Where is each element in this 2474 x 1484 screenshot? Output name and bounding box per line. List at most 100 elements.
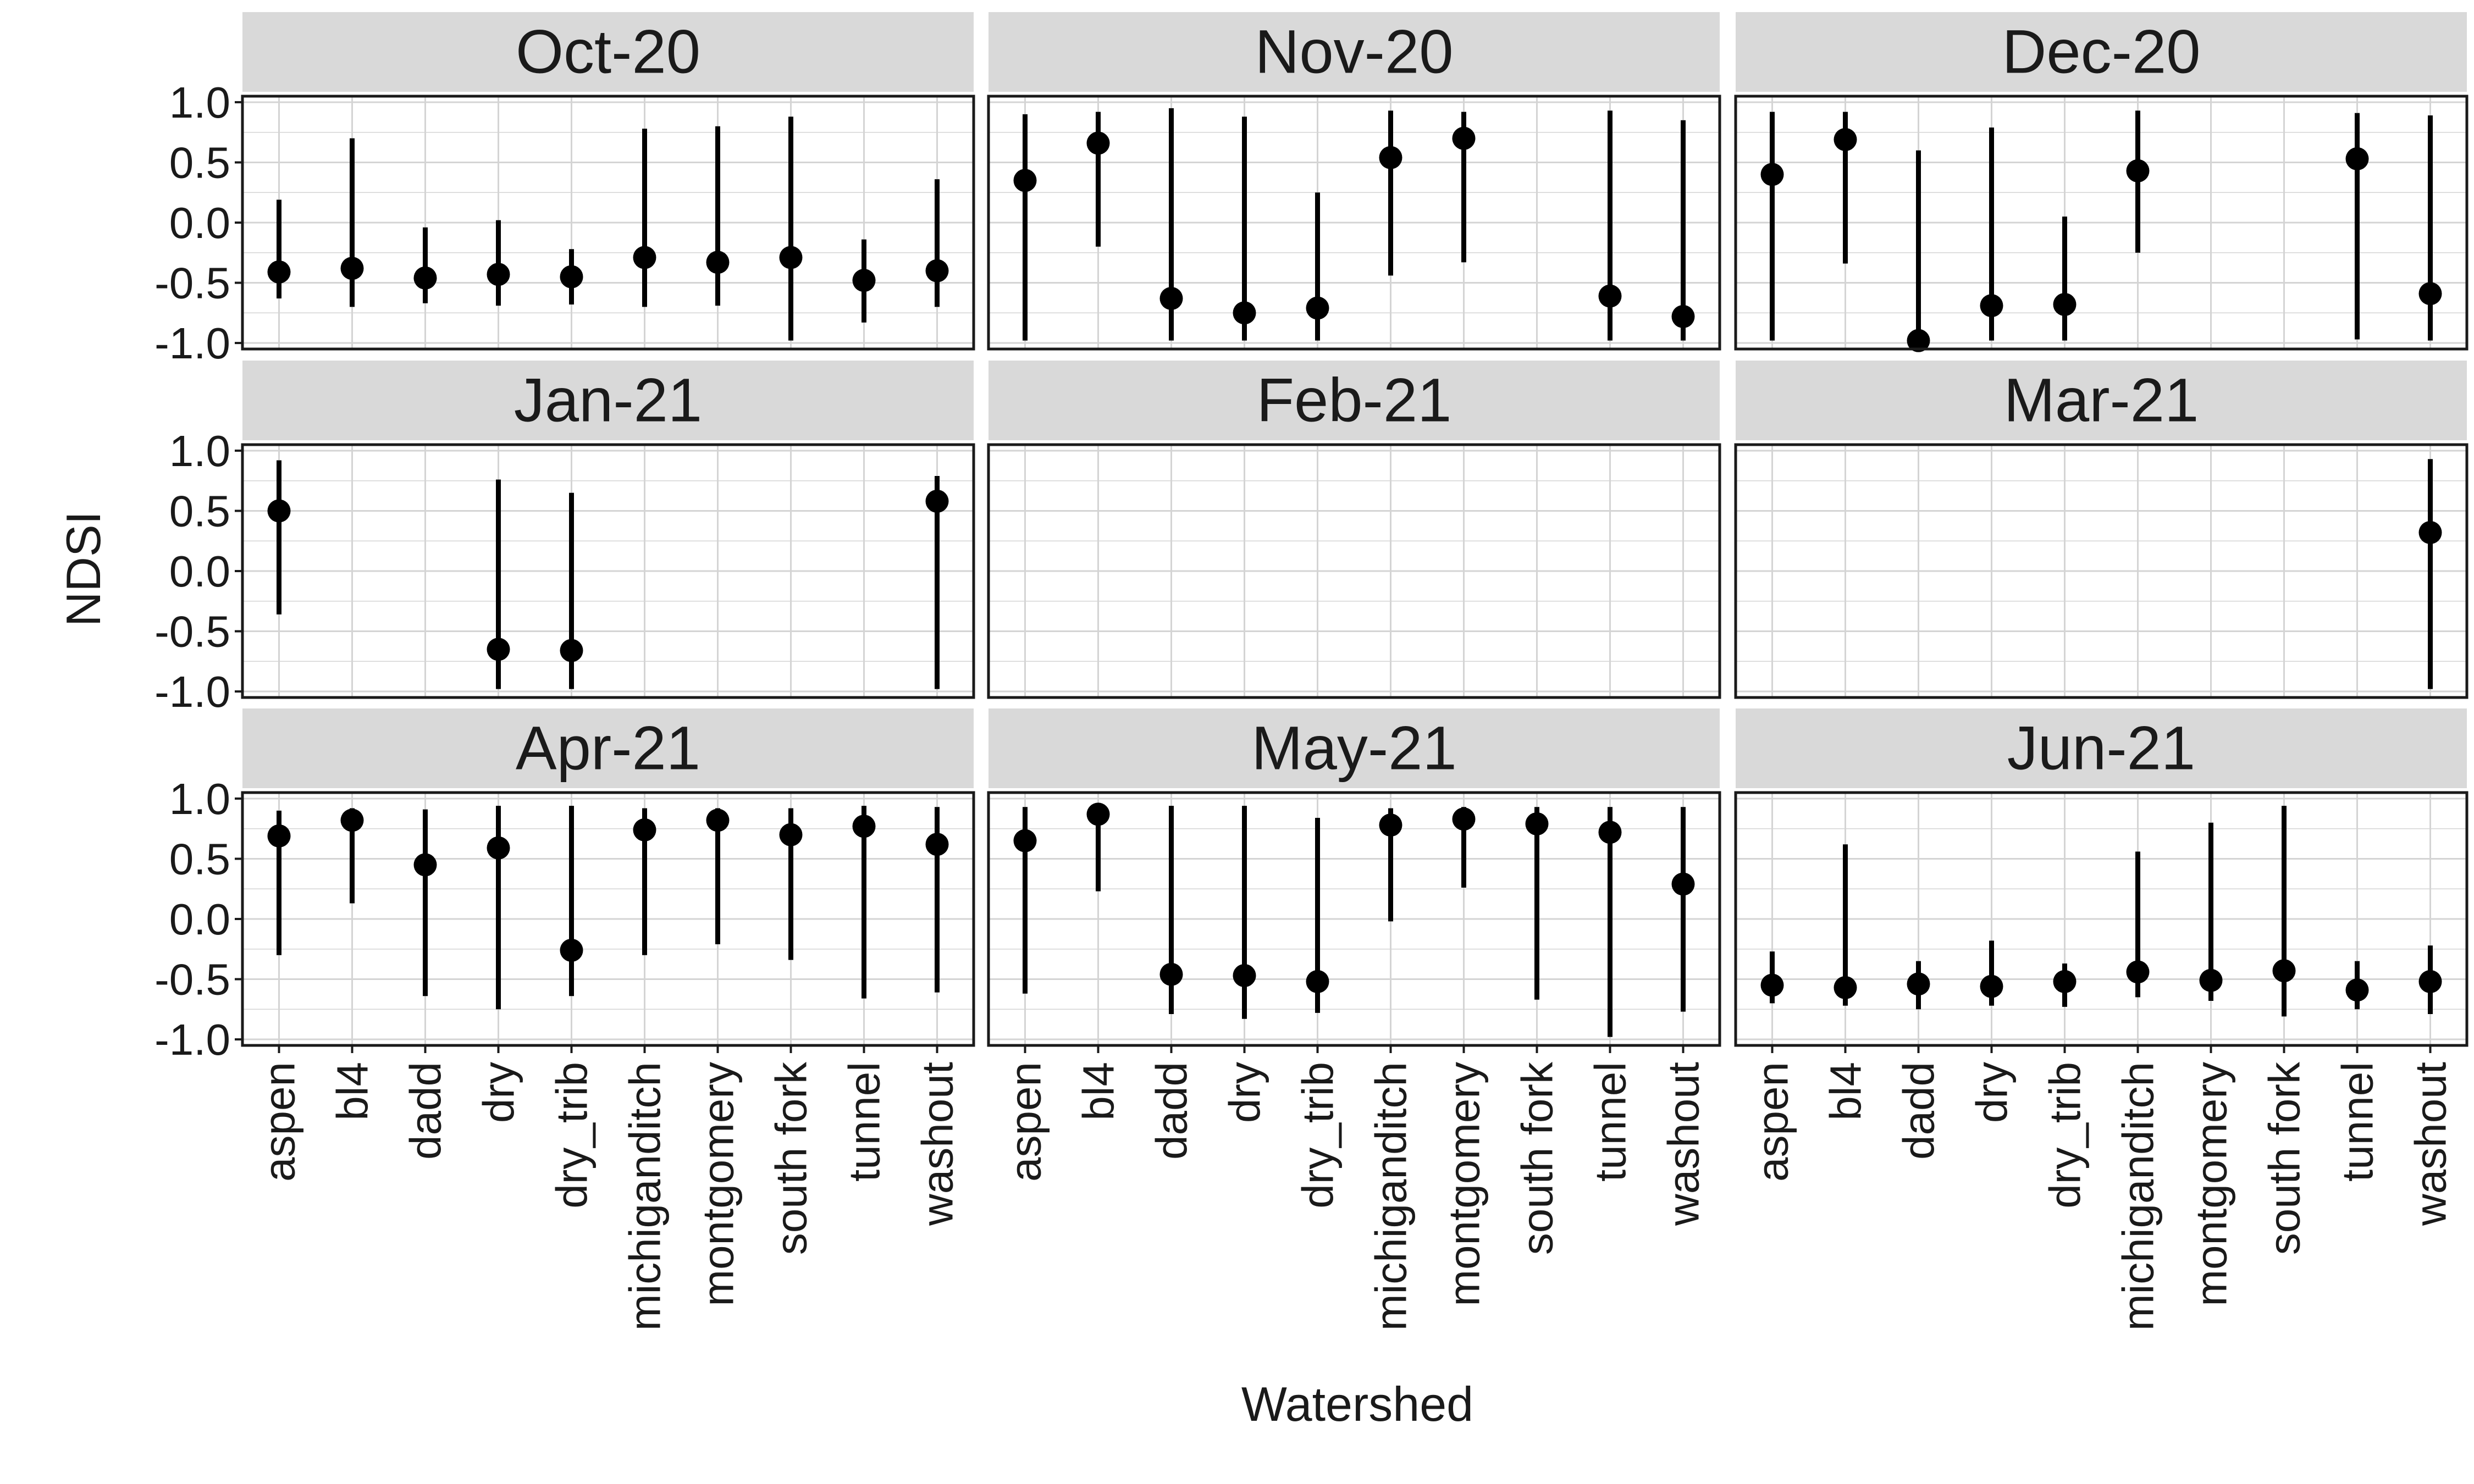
x-tick-label-dry: dry bbox=[1968, 1062, 2017, 1123]
x-tick-label-michiganditch: michiganditch bbox=[1367, 1062, 1416, 1331]
data-point-dry bbox=[1980, 294, 2003, 318]
data-point-tunnel bbox=[1598, 284, 1622, 308]
data-point-michiganditch bbox=[1379, 813, 1402, 837]
data-point-aspen bbox=[1013, 169, 1037, 192]
data-point-dry bbox=[487, 263, 510, 286]
data-point-bl4 bbox=[340, 809, 364, 832]
panel-border bbox=[1734, 791, 2469, 1047]
x-tick-label-washout: washout bbox=[1659, 1062, 1708, 1226]
x-tick-label-bl4: bl4 bbox=[1821, 1062, 1870, 1121]
x-tick-label-tunnel: tunnel bbox=[1586, 1062, 1635, 1182]
facet-panel-1: Nov-20 bbox=[987, 12, 1721, 351]
data-point-aspen bbox=[267, 260, 291, 284]
x-tick-label-washout: washout bbox=[2406, 1062, 2455, 1226]
facet-strip bbox=[242, 708, 974, 788]
x-tick-label-tunnel: tunnel bbox=[2333, 1062, 2382, 1182]
x-tick-label-dry_trib: dry_trib bbox=[1294, 1062, 1343, 1209]
y-tick-label: 1.0 bbox=[169, 78, 230, 127]
data-point-washout bbox=[925, 833, 949, 856]
y-tick-label: 0.0 bbox=[169, 895, 230, 944]
y-tick-label: 1.0 bbox=[169, 774, 230, 823]
data-point-michiganditch bbox=[2126, 159, 2150, 182]
x-tick-label-dadd: dadd bbox=[401, 1062, 450, 1160]
x-tick-label-aspen: aspen bbox=[1001, 1062, 1050, 1182]
data-point-dry bbox=[1233, 301, 1256, 325]
y-tick-label: -0.5 bbox=[154, 607, 230, 656]
x-tick-label-aspen: aspen bbox=[1748, 1062, 1797, 1182]
facet-strip-title: Feb-21 bbox=[1257, 366, 1452, 435]
x-tick-label-washout: washout bbox=[913, 1062, 962, 1226]
data-point-michiganditch bbox=[633, 246, 656, 269]
data-point-aspen bbox=[267, 824, 291, 848]
facet-strip bbox=[242, 361, 974, 440]
data-point-dadd bbox=[413, 266, 437, 290]
y-tick-label: -0.5 bbox=[154, 259, 230, 308]
x-axis-title: Watershed bbox=[1241, 1377, 1473, 1431]
y-tick-label: 0.5 bbox=[169, 834, 230, 883]
facet-strip-title: Jan-21 bbox=[514, 366, 702, 435]
data-point-dadd bbox=[413, 853, 437, 877]
y-tick-label: 0.0 bbox=[169, 198, 230, 247]
data-point-washout bbox=[1671, 304, 1695, 328]
data-point-dry bbox=[1233, 964, 1256, 987]
facet-strip-title: Dec-20 bbox=[2002, 18, 2200, 86]
data-point-washout bbox=[2418, 520, 2442, 544]
x-tick-label-dadd: dadd bbox=[1895, 1062, 1943, 1160]
data-point-washout bbox=[925, 259, 949, 283]
y-tick-label: 0.5 bbox=[169, 486, 230, 535]
data-point-michiganditch bbox=[2126, 960, 2150, 984]
data-point-montgomery bbox=[706, 809, 730, 832]
x-tick-label-bl4: bl4 bbox=[328, 1062, 377, 1121]
data-point-south-fork bbox=[2272, 959, 2296, 983]
data-point-washout bbox=[1671, 872, 1695, 896]
facet-strip bbox=[1736, 12, 2467, 92]
data-point-bl4 bbox=[1834, 976, 1857, 999]
x-tick-label-michiganditch: michiganditch bbox=[2114, 1062, 2163, 1331]
facet-strip-title: Jun-21 bbox=[2007, 714, 2195, 783]
data-point-montgomery bbox=[1452, 807, 1476, 831]
facet-strip-title: Apr-21 bbox=[516, 714, 700, 783]
data-point-michiganditch bbox=[1379, 146, 1402, 169]
y-tick-label: 0.0 bbox=[169, 547, 230, 596]
data-point-tunnel bbox=[852, 815, 876, 838]
x-tick-label-dry: dry bbox=[474, 1062, 523, 1123]
data-point-south-fork bbox=[1525, 812, 1549, 835]
panel-border bbox=[987, 95, 1721, 351]
facet-strip-title: Oct-20 bbox=[516, 18, 700, 86]
data-point-dadd bbox=[1159, 962, 1183, 986]
y-tick-label: -1.0 bbox=[154, 1015, 230, 1064]
x-tick-label-bl4: bl4 bbox=[1074, 1062, 1123, 1121]
facet-strip bbox=[989, 708, 1720, 788]
x-tick-label-dadd: dadd bbox=[1147, 1062, 1196, 1160]
x-tick-label-south-fork: south fork bbox=[1513, 1061, 1562, 1255]
facet-panel-8: Jun-21 aspen bl4 dadd dry dry_trib michigandit… bbox=[1734, 708, 2469, 1331]
data-point-montgomery bbox=[706, 251, 730, 274]
data-point-washout bbox=[2418, 970, 2442, 993]
data-point-tunnel bbox=[852, 269, 876, 292]
data-point-aspen bbox=[1760, 163, 1784, 186]
x-tick-label-montgomery: montgomery bbox=[1440, 1062, 1489, 1306]
data-point-dry_trib bbox=[1306, 970, 1329, 993]
facet-strip-title: Mar-21 bbox=[2004, 366, 2199, 435]
data-point-dry_trib bbox=[2053, 970, 2077, 993]
data-point-bl4 bbox=[1086, 802, 1110, 826]
y-tick-label: -1.0 bbox=[154, 319, 230, 368]
data-point-dry_trib bbox=[1306, 296, 1329, 320]
x-tick-label-aspen: aspen bbox=[255, 1062, 304, 1182]
y-tick-label: 1.0 bbox=[169, 427, 230, 475]
data-point-dry_trib bbox=[560, 265, 583, 289]
data-point-washout bbox=[925, 489, 949, 513]
facet-panel-4: Feb-21 bbox=[987, 361, 1721, 699]
facet-panel-7: May-21 aspen bl4 dadd dry dry_trib michigandit… bbox=[987, 708, 1721, 1331]
x-tick-label-michiganditch: michiganditch bbox=[621, 1062, 670, 1331]
x-tick-label-dry_trib: dry_trib bbox=[2041, 1062, 2090, 1209]
data-point-aspen bbox=[1013, 829, 1037, 852]
x-tick-label-montgomery: montgomery bbox=[2187, 1062, 2236, 1306]
data-point-bl4 bbox=[1086, 131, 1110, 155]
data-point-dry_trib bbox=[560, 639, 583, 662]
facet-strip bbox=[989, 12, 1720, 92]
data-point-tunnel bbox=[2345, 978, 2369, 1002]
y-tick-label: -0.5 bbox=[154, 955, 230, 1004]
x-tick-label-montgomery: montgomery bbox=[694, 1062, 743, 1306]
